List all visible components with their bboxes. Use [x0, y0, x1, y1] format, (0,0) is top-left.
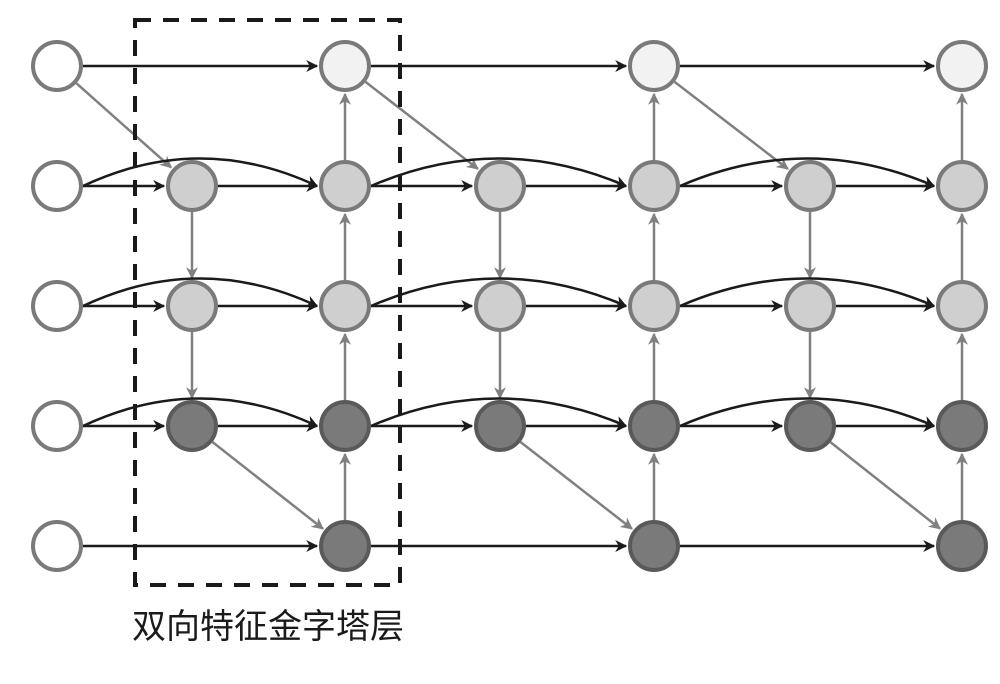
- node-c4r1: [630, 162, 678, 210]
- node-c0r2: [33, 282, 81, 330]
- node-c3r3: [476, 402, 524, 450]
- vertical-edge: [521, 442, 632, 529]
- node-c6r1: [938, 162, 986, 210]
- node-c5r1: [786, 162, 834, 210]
- node-c4r2: [630, 282, 678, 330]
- node-c0r0: [33, 42, 81, 90]
- node-c3r2: [476, 282, 524, 330]
- node-c0r1: [33, 162, 81, 210]
- vertical-edge: [76, 83, 171, 167]
- label-layer: 双向特征金字塔层: [132, 608, 404, 646]
- vertical-edge: [675, 82, 788, 169]
- node-c6r2: [938, 282, 986, 330]
- node-c6r3: [938, 402, 986, 450]
- node-c1r1: [168, 162, 216, 210]
- node-c2r2: [321, 282, 369, 330]
- node-c6r0: [938, 42, 986, 90]
- node-c4r3: [630, 402, 678, 450]
- bifpn-diagram: 双向特征金字塔层: [0, 0, 1000, 679]
- node-c0r3: [33, 402, 81, 450]
- node-c2r3: [321, 402, 369, 450]
- node-c0r4: [33, 522, 81, 570]
- node-c3r1: [476, 162, 524, 210]
- vertical-edge: [212, 442, 323, 529]
- vertical-edge: [366, 82, 478, 169]
- node-c6r4: [938, 522, 986, 570]
- node-c2r4: [321, 522, 369, 570]
- node-c2r1: [321, 162, 369, 210]
- node-c1r2: [168, 282, 216, 330]
- vertical-edge: [830, 442, 940, 529]
- node-c2r0: [321, 42, 369, 90]
- node-c5r2: [786, 282, 834, 330]
- node-c5r3: [786, 402, 834, 450]
- node-c1r3: [168, 402, 216, 450]
- bifpn-label: 双向特征金字塔层: [132, 608, 404, 646]
- node-c4r0: [630, 42, 678, 90]
- node-c4r4: [630, 522, 678, 570]
